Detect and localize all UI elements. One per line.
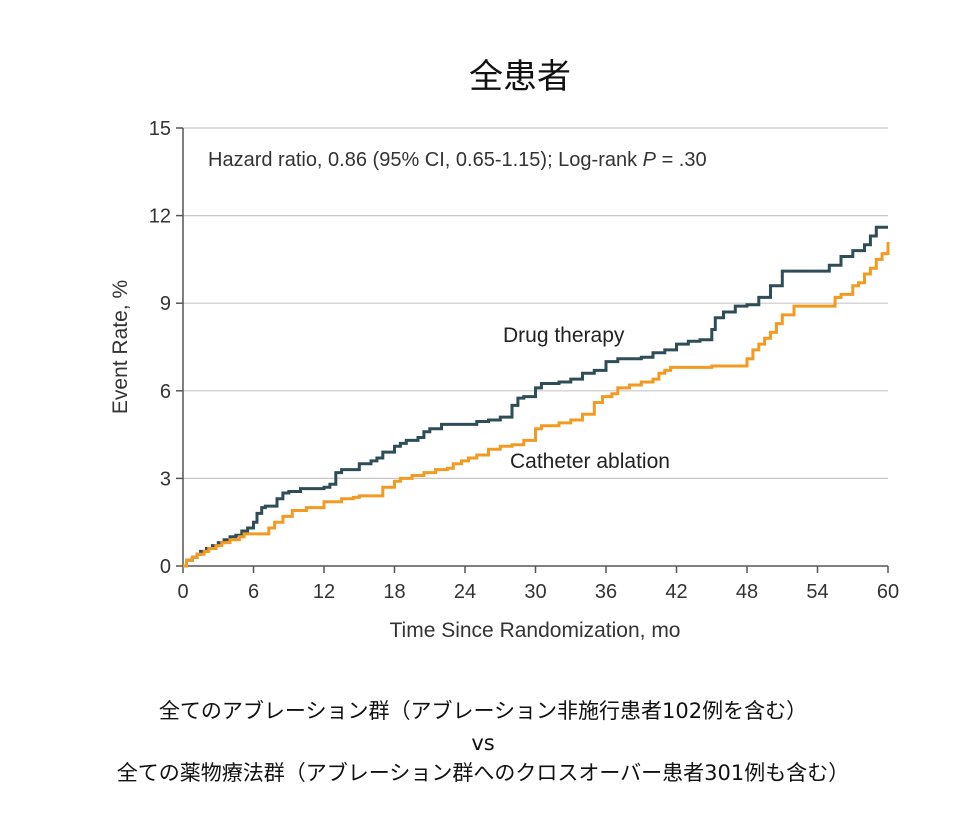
annotation-suffix: = .30 (656, 149, 707, 171)
y-tick-label: 6 (160, 381, 171, 403)
chart-title: 全患者 (469, 57, 571, 97)
hazard-ratio-annotation: Hazard ratio, 0.86 (95% CI, 0.65-1.15); … (208, 149, 707, 171)
x-tick-label: 36 (595, 581, 617, 603)
x-tick-labels: 0 6 12 18 24 30 36 42 48 54 60 (177, 581, 899, 603)
x-tick-label: 6 (248, 581, 259, 603)
series-label-drug-therapy: Drug therapy (503, 324, 625, 347)
series-label-catheter-ablation: Catheter ablation (510, 450, 670, 473)
caption-drug-group: 全ての薬物療法群（アブレーション群へのクロスオーバー患者301例も含む） (116, 761, 850, 785)
y-tick-label: 3 (160, 468, 171, 490)
y-tick-label: 15 (149, 118, 171, 140)
y-tick-label: 12 (149, 206, 171, 228)
x-axis-label: Time Since Randomization, mo (389, 619, 680, 642)
y-tick-labels: 0 3 6 9 12 15 (149, 118, 171, 578)
annotation-prefix: Hazard ratio, 0.86 (95% CI, 0.65-1.15); … (208, 149, 643, 171)
caption-ablation-group: 全てのアブレーション群（アブレーション非施行患者102例を含む） (158, 699, 808, 723)
x-tick-label: 30 (524, 581, 546, 603)
y-tick-label: 0 (160, 556, 171, 578)
axes (176, 127, 889, 573)
x-tick-label: 24 (454, 581, 476, 603)
x-tick-label: 48 (736, 581, 758, 603)
series-lines (183, 225, 890, 568)
y-tick-label: 9 (160, 293, 171, 315)
x-tick-label: 12 (313, 581, 335, 603)
annotation-p-symbol: P (643, 149, 657, 171)
x-tick-label: 60 (877, 581, 899, 603)
gridlines (183, 127, 888, 479)
x-tick-label: 54 (806, 581, 828, 603)
caption-vs: vs (471, 731, 495, 755)
x-tick-label: 42 (665, 581, 687, 603)
x-tick-label: 18 (383, 581, 405, 603)
series-line-drug-therapy (183, 225, 888, 568)
series-line-catheter-ablation (183, 241, 890, 568)
y-axis-label: Event Rate, % (109, 280, 132, 414)
x-tick-label: 0 (177, 581, 188, 603)
